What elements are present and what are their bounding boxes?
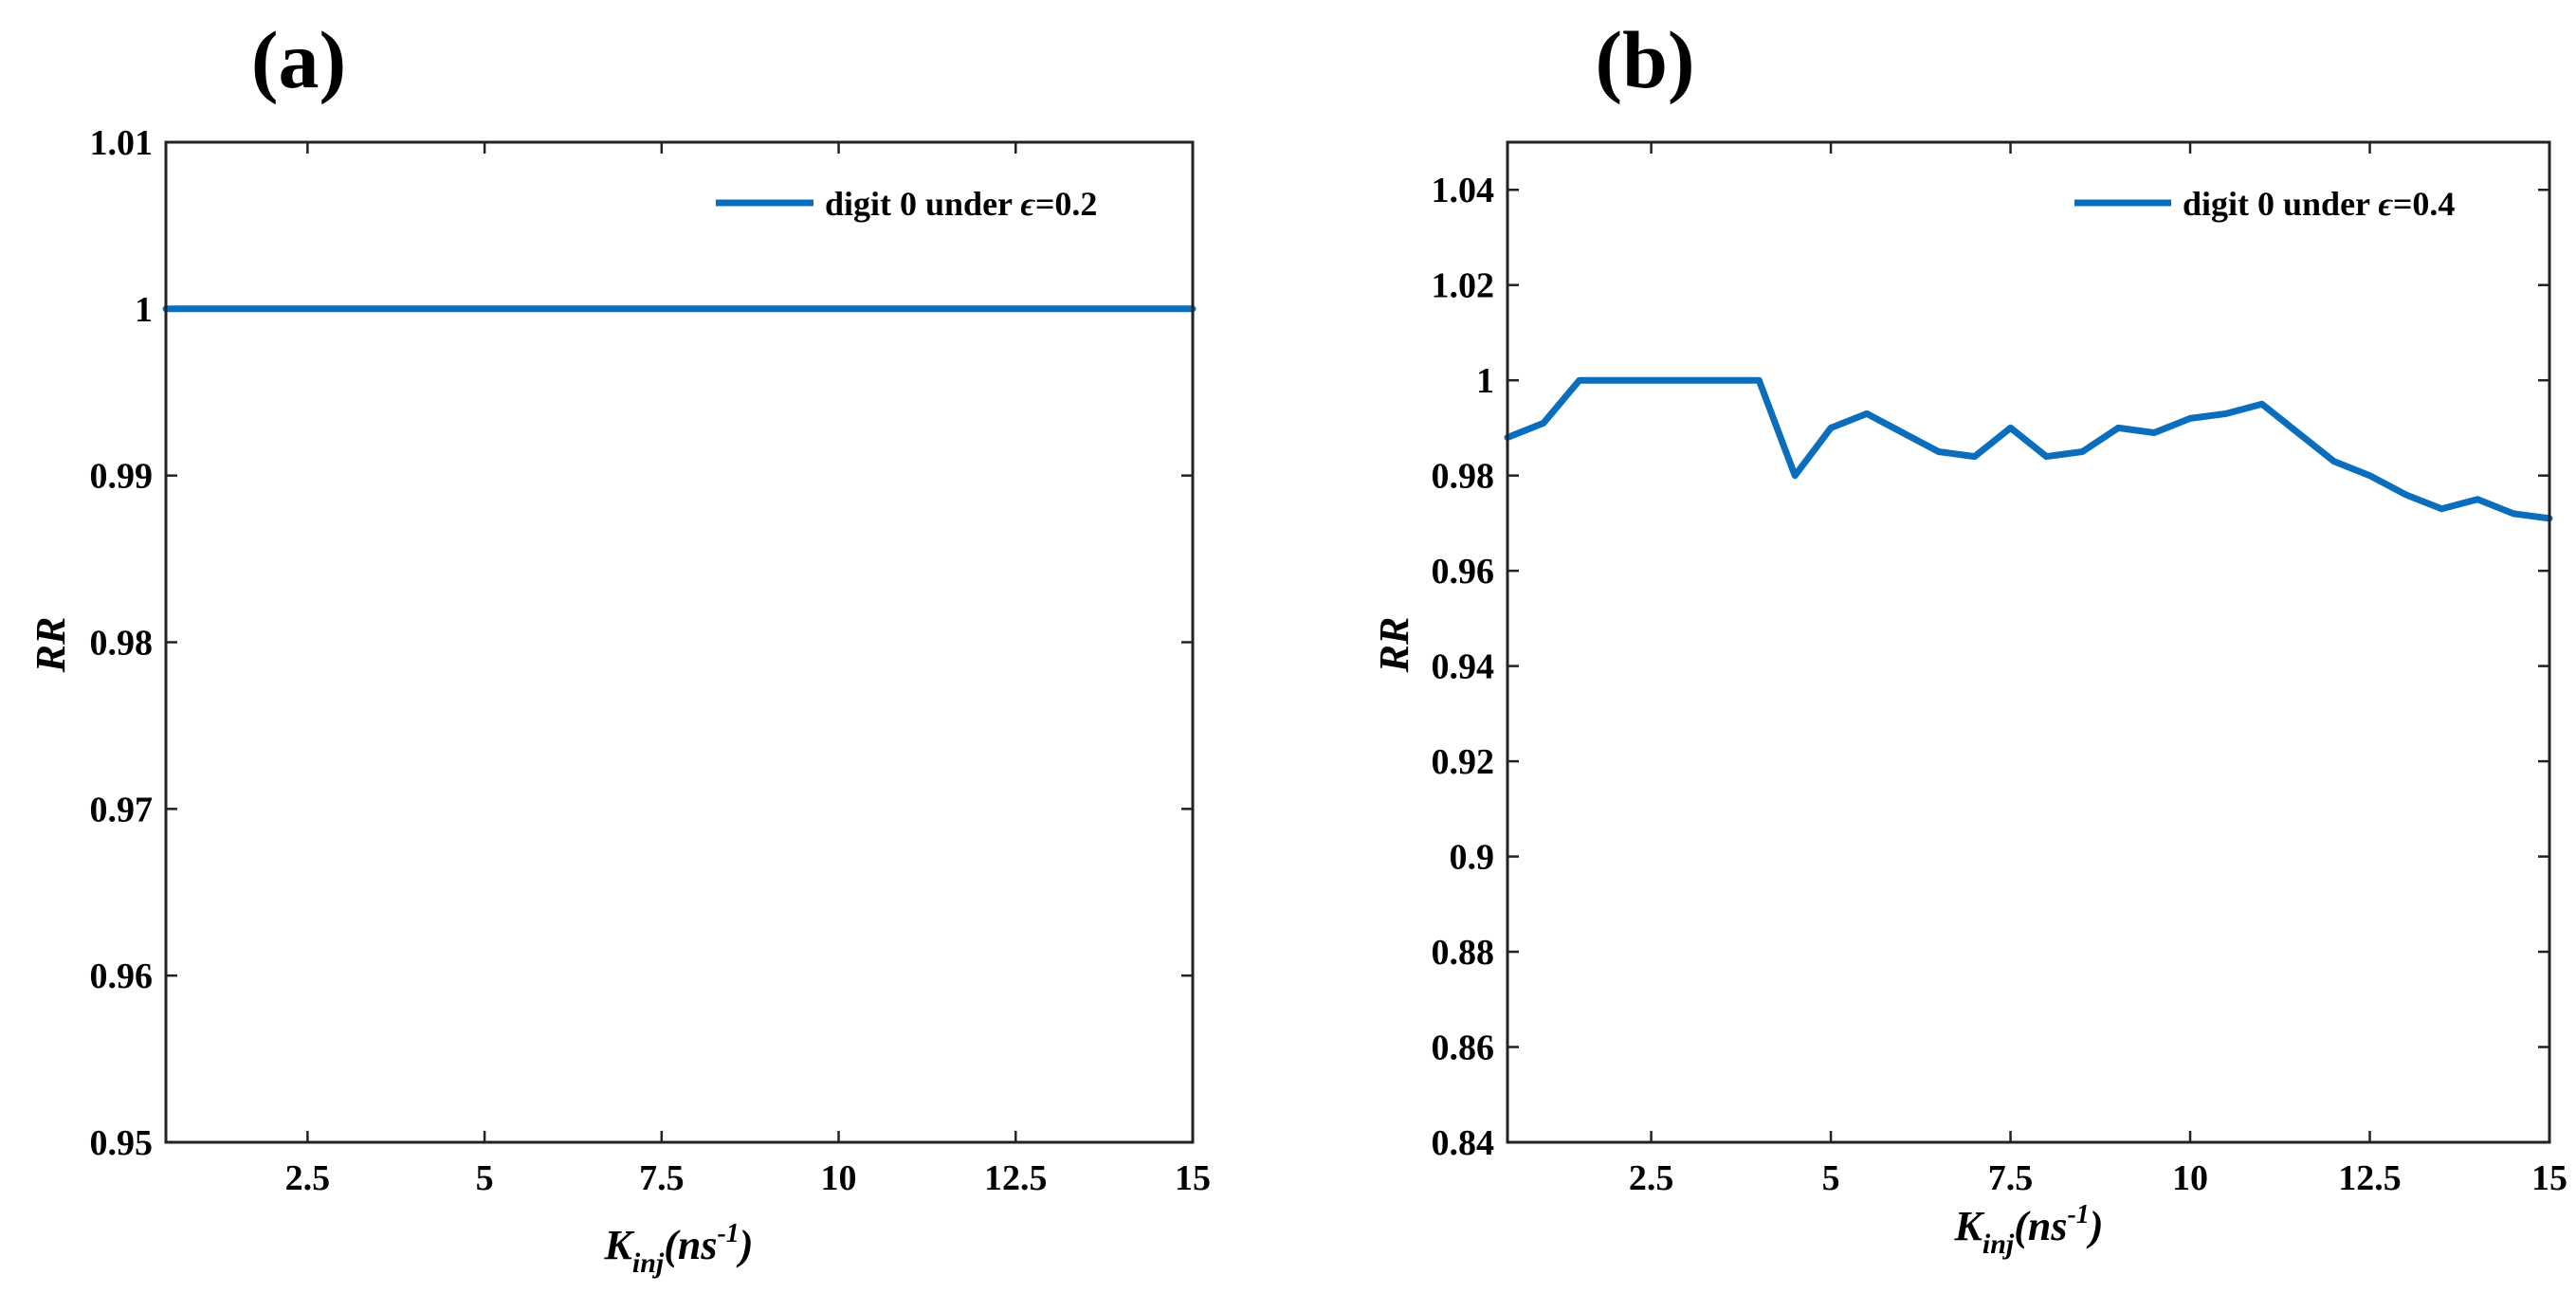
- panel-a-x-axis-title-unit-close: ): [736, 1222, 754, 1268]
- panel-a-label: (a): [251, 14, 346, 105]
- panel-a-legend-suffix: =0.2: [1035, 185, 1098, 223]
- panel-a-plot-frame: [164, 140, 1195, 1144]
- panel-a-legend-label: digit 0 under ϵ=0.2: [825, 185, 1097, 223]
- panel-a-x-axis-title: Kinj(ns-1): [604, 1219, 754, 1279]
- panel-a-x-axis-title-main: K: [604, 1222, 635, 1268]
- panel-a-y-tick-label: 0.97: [90, 790, 154, 829]
- panel-b-x-axis-title-unit-close: ): [2086, 1203, 2104, 1249]
- panel-a-y-tick-label: 0.98: [90, 624, 154, 664]
- panel-b-x-tick-label: 15: [2531, 1158, 2567, 1198]
- panel-b-y-tick-label: 0.92: [1432, 742, 1495, 782]
- panel-b-y-tick-label: 0.84: [1432, 1123, 1495, 1163]
- panel-b: (b) 0.84 0.86 0.88 0.9 0.92 0.94 0.96 0.98 1 1.02…: [1371, 14, 2567, 1260]
- panel-b-legend-label: digit 0 under ϵ=0.4: [2183, 185, 2455, 223]
- panel-b-y-tick-label: 1.04: [1432, 171, 1495, 210]
- panel-a-y-tick-label: 0.99: [90, 457, 154, 497]
- panel-b-y-tick-label: 1: [1476, 361, 1494, 401]
- panel-a-x-axis-title-sub: inj: [632, 1247, 665, 1279]
- panel-b-y-tick-label: 0.96: [1432, 552, 1495, 592]
- panel-b-x-tick-label: 5: [1822, 1158, 1840, 1198]
- panel-b-x-axis-title-main: K: [1954, 1203, 1985, 1249]
- panel-b-y-tick-label: 0.94: [1432, 647, 1495, 687]
- panel-b-x-axis-title: Kinj(ns-1): [1954, 1200, 2104, 1260]
- panel-b-legend-symbol: ϵ: [2378, 185, 2393, 223]
- panel-b-y-tick-label: 1.02: [1432, 266, 1495, 306]
- panel-a: (a) 0.95 0.96 0.97 0.98 0.99 1 1.01 2.5 5 7.5 10 12…: [27, 14, 1211, 1279]
- panel-a-y-tick-label: 1: [135, 290, 153, 330]
- panel-b-legend-prefix: digit 0 under: [2183, 185, 2378, 223]
- panel-a-legend-prefix: digit 0 under: [825, 185, 1020, 223]
- panel-a-x-tick-label: 15: [1175, 1158, 1211, 1198]
- panel-b-y-tick-label: 0.88: [1432, 933, 1495, 973]
- panel-a-x-tick-label: 5: [476, 1158, 494, 1198]
- panel-b-x-tick-label: 10: [2172, 1158, 2208, 1198]
- panel-a-y-tick-label: 0.96: [90, 956, 154, 996]
- panel-b-x-axis-title-sub: inj: [1982, 1229, 2015, 1260]
- panel-a-x-tick-label: 2.5: [285, 1158, 331, 1198]
- panel-b-x-axis-title-sup: -1: [2067, 1200, 2089, 1229]
- panel-a-x-axis-title-unit-open: (ns: [664, 1222, 717, 1268]
- panel-a-legend-symbol: ϵ: [1020, 185, 1035, 223]
- panel-a-y-tick-label: 0.95: [90, 1123, 154, 1163]
- panel-b-y-tick-label: 0.86: [1432, 1029, 1495, 1068]
- panel-b-x-tick-label: 7.5: [1988, 1158, 2034, 1198]
- panel-b-plot-frame: [1506, 140, 2551, 1144]
- panel-b-legend-suffix: =0.4: [2393, 185, 2456, 223]
- panel-b-x-tick-label: 12.5: [2338, 1158, 2402, 1198]
- panel-a-x-tick-label: 12.5: [984, 1158, 1048, 1198]
- panel-b-series-line: [1504, 376, 2553, 522]
- panel-b-x-tick-label: 2.5: [1629, 1158, 1674, 1198]
- panel-a-y-axis-title: RR: [27, 617, 74, 674]
- panel-a-x-axis-title-sup: -1: [717, 1219, 739, 1248]
- panel-a-x-tick-label: 10: [821, 1158, 857, 1198]
- panel-b-x-axis-title-unit-open: (ns: [2014, 1203, 2067, 1249]
- panel-b-legend: digit 0 under ϵ=0.4: [2074, 185, 2455, 223]
- panel-a-x-tick-label: 7.5: [639, 1158, 685, 1198]
- panel-b-y-tick-label: 0.98: [1432, 457, 1495, 497]
- panel-b-y-axis-title: RR: [1371, 617, 1417, 674]
- panel-b-y-tick-label: 0.9: [1450, 838, 1495, 878]
- panel-a-y-tick-label: 1.01: [90, 123, 154, 163]
- panel-a-legend: digit 0 under ϵ=0.2: [716, 185, 1097, 223]
- panel-b-label: (b): [1595, 14, 1694, 105]
